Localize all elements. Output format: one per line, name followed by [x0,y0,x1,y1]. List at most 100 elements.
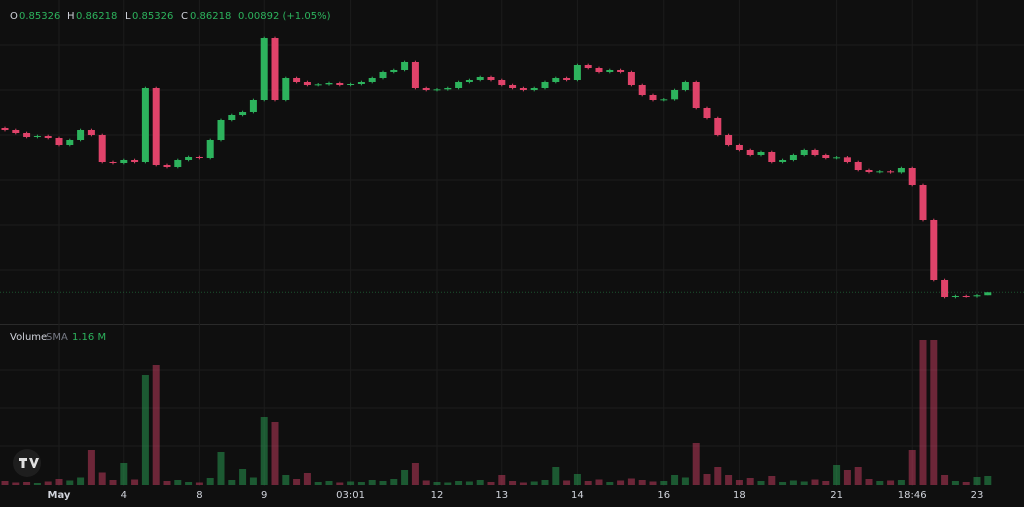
volume-bar [293,479,301,485]
candle-body [930,220,938,280]
candle-body [509,85,517,88]
volume-bar [390,479,398,485]
volume-bar [239,469,247,485]
logo-badge [13,449,41,477]
x-tick-label: 18:46 [898,490,927,501]
volume-bar [887,480,895,485]
volume-bar [368,480,376,485]
x-tick-label: 9 [261,490,267,501]
volume-bar [1,481,9,485]
candle-body [638,85,646,95]
legend-label: O [10,11,18,22]
legend-label: C [181,11,188,22]
candle-body [444,88,452,90]
volume-bar [800,481,808,485]
candle-body [887,171,895,173]
volume-bar [703,474,711,485]
candle-body [368,78,376,82]
volume-bar [843,470,851,485]
volume-bar [660,481,668,485]
candle-body [789,155,797,160]
candle-body [152,88,160,165]
volume-bar [12,482,20,485]
candle-body [811,150,819,155]
candle-body [1,128,9,130]
candle-body [23,133,31,137]
volume-bar [401,470,409,485]
candle-body [206,140,214,158]
candle-body [757,152,765,155]
candle-body [455,82,463,88]
legend-label: L [125,11,131,22]
candle-body [876,171,884,173]
candle-body [411,62,419,88]
grid [0,44,1024,447]
candle-body [422,88,430,90]
candle-body [768,152,776,162]
candle-body [314,84,322,86]
volume-bar [519,482,527,485]
volume-bar [552,467,560,485]
volume-bar [217,452,225,485]
candle-body [98,135,106,162]
x-tick-label: 21 [830,490,843,501]
volume-bar [746,478,754,485]
candle-body [519,88,527,90]
volume-bar [735,480,743,485]
volume-bar [962,482,970,485]
volume-bar [563,480,571,485]
candle-body [822,155,830,158]
volume-bar [347,481,355,485]
volume-bar [584,481,592,485]
candle-body [87,130,95,135]
candle-body [660,99,668,101]
ohlc-legend: O 0.85326 H 0.86218 L 0.85326 C 0.86218 … [10,11,331,22]
legend-value: 0.86218 [76,11,117,22]
candle-body [800,150,808,155]
candle-body [228,115,236,120]
candle-body [401,62,409,70]
volume-bar [55,479,63,485]
candle-body [563,78,571,80]
volume-legend: Volume SMA 1.16 M [10,332,106,343]
volume-bar [973,477,981,485]
volume-bar [185,482,193,485]
candle-body [163,165,171,167]
x-tick-label: 16 [657,490,670,501]
volume-bar [33,483,41,485]
volume-bar [833,465,841,485]
change-label: 0.00892 (+1.05%) [238,11,331,22]
candle-body [487,77,495,80]
candle-body [919,185,927,220]
volume-bar [120,463,128,485]
volume-bar [951,481,959,485]
candle-body [908,168,916,185]
candle-body [249,100,257,112]
volume-bar [617,480,625,485]
volume-bar [530,481,538,485]
candle-body [185,157,193,160]
volume-bar [638,480,646,485]
candle-body [951,296,959,297]
candle-body [681,82,689,90]
x-tick-label: May [48,490,71,501]
candle-body [357,82,365,84]
volume-bar [98,472,106,485]
legend-value: 0.85326 [19,11,60,22]
candle-body [595,68,603,72]
candle-body [973,295,981,297]
candle-body [530,88,538,90]
candle-body [217,120,225,140]
candle-body [498,80,506,85]
candle-body [833,157,841,159]
volume-bar [498,475,506,485]
legend-value: 0.85326 [132,11,173,22]
candle-body [584,65,592,68]
volume-bar [811,479,819,485]
volume-bar [174,480,182,485]
volume-bar [897,480,905,485]
